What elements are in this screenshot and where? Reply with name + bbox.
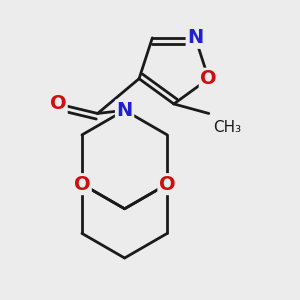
Text: O: O: [50, 94, 66, 113]
Text: CH₃: CH₃: [214, 120, 242, 135]
Text: O: O: [74, 175, 90, 194]
Text: O: O: [200, 69, 217, 88]
Text: N: N: [187, 28, 203, 47]
Text: O: O: [159, 175, 175, 194]
Text: N: N: [116, 101, 133, 120]
